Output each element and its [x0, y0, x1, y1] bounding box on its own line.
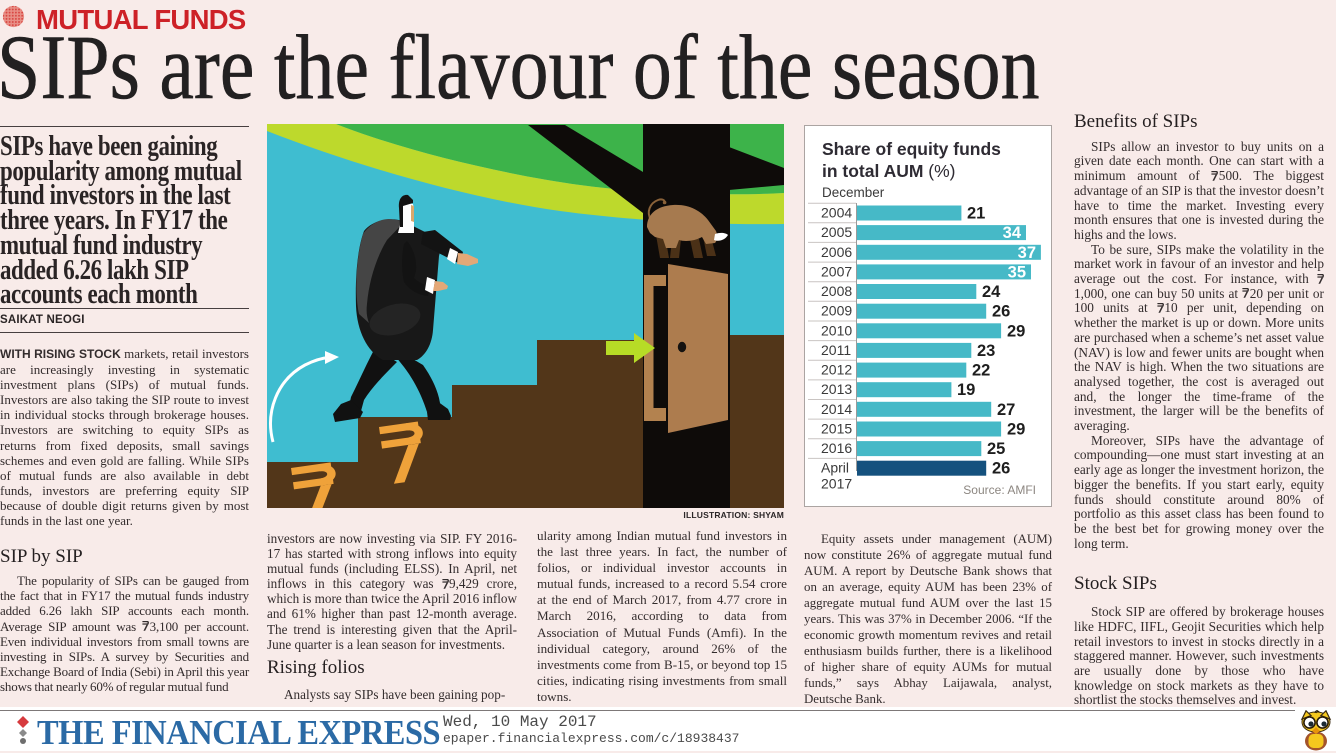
svg-text:2004: 2004 — [821, 205, 852, 221]
svg-text:2006: 2006 — [821, 244, 852, 260]
svg-text:27: 27 — [997, 401, 1015, 419]
svg-text:24: 24 — [982, 283, 1001, 301]
svg-text:2010: 2010 — [821, 322, 852, 338]
svg-text:2011: 2011 — [821, 342, 851, 358]
svg-text:34: 34 — [1003, 224, 1022, 242]
svg-text:2015: 2015 — [821, 421, 852, 437]
svg-text:23: 23 — [977, 342, 995, 360]
svg-text:29: 29 — [1007, 421, 1025, 439]
svg-text:Source: AMFI: Source: AMFI — [963, 483, 1036, 497]
svg-text:2012: 2012 — [821, 362, 852, 378]
svg-text:35: 35 — [1008, 263, 1026, 281]
svg-text:21: 21 — [967, 205, 985, 223]
svg-text:2013: 2013 — [821, 381, 852, 397]
svg-text:2017: 2017 — [821, 476, 852, 492]
svg-text:2008: 2008 — [821, 283, 852, 299]
svg-text:2007: 2007 — [821, 263, 852, 279]
svg-text:2009: 2009 — [821, 303, 852, 319]
svg-text:26: 26 — [992, 303, 1010, 321]
svg-text:April: April — [821, 460, 849, 476]
svg-text:22: 22 — [972, 362, 990, 380]
svg-text:2014: 2014 — [821, 401, 852, 417]
svg-text:19: 19 — [957, 381, 975, 399]
svg-text:29: 29 — [1007, 322, 1025, 340]
svg-text:26: 26 — [992, 460, 1010, 478]
svg-text:25: 25 — [987, 440, 1005, 458]
svg-text:2016: 2016 — [821, 440, 852, 456]
svg-text:37: 37 — [1018, 244, 1036, 262]
svg-text:2005: 2005 — [821, 224, 852, 240]
